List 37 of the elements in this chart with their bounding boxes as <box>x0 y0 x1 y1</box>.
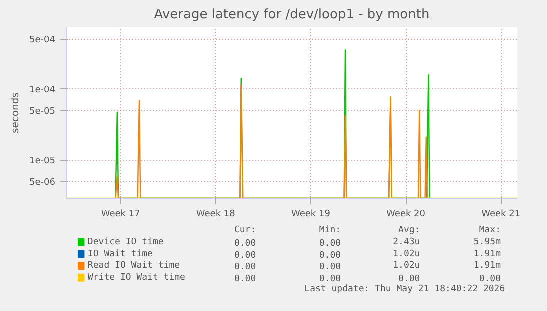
text: 0.00 <box>234 250 256 261</box>
text: 1.91m <box>474 261 502 272</box>
y-axis-title: seconds <box>10 92 22 134</box>
text: 0.00 <box>319 274 342 284</box>
x-tick-label: Week 17 <box>101 210 140 220</box>
text: Avg: <box>398 226 420 236</box>
text: Min: <box>319 226 342 236</box>
legend-label: IO Wait time <box>88 249 153 260</box>
text: 0.00 <box>398 274 420 284</box>
legend-label: Device IO time <box>88 238 164 248</box>
text: Last update: Thu May 21 18:40:22 2026 <box>304 284 506 294</box>
x-tick-label: Week 21 <box>482 210 521 220</box>
legend-label: Write IO Wait time <box>88 272 186 283</box>
y-tick-label: 5e-05 <box>30 106 56 117</box>
text: Max: <box>479 226 502 236</box>
text: 0.00 <box>319 250 342 261</box>
text: 0.00 <box>234 239 256 249</box>
text: 0.00 <box>319 239 342 249</box>
text: 0.00 <box>479 274 502 284</box>
text: 0.00 <box>319 262 342 273</box>
legend-label: Read IO Wait time <box>88 261 180 272</box>
text: 5.95m <box>474 238 502 248</box>
chart-title: Average latency for /dev/loop1 - by month <box>154 8 430 22</box>
text: 0.00 <box>234 274 256 284</box>
y-tick-label: 1e-05 <box>30 156 56 167</box>
y-tick-label: 5e-06 <box>30 178 56 188</box>
text: 1.02u <box>393 249 420 260</box>
text: 1.02u <box>393 261 420 272</box>
text: 0.00 <box>234 262 256 273</box>
text: Cur: <box>234 226 256 236</box>
x-tick-label: Week 18 <box>196 210 236 220</box>
y-tick-label: 1e-04 <box>30 85 56 96</box>
x-tick-label: Week 19 <box>291 210 331 220</box>
text: 1.91m <box>474 249 502 260</box>
text: 2.43u <box>393 238 420 248</box>
y-tick-label: 5e-04 <box>30 36 56 46</box>
x-tick-label: Week 20 <box>386 210 426 220</box>
